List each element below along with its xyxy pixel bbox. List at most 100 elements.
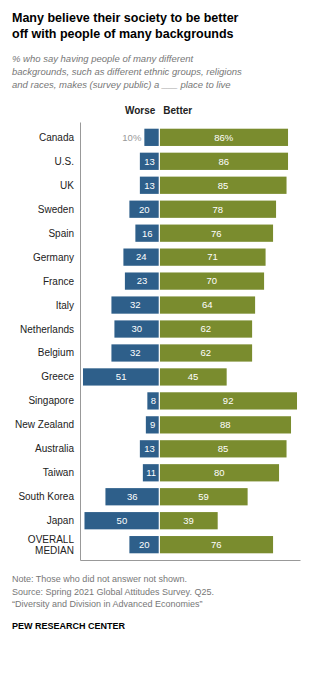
- data-label: 23: [137, 275, 148, 286]
- bar: [159, 129, 288, 146]
- text-line: off with people of many backgrounds: [12, 27, 234, 41]
- bar: [125, 272, 159, 289]
- chart: Many believe their society to be better o…: [0, 0, 310, 674]
- data-label: 62: [200, 323, 211, 334]
- bar: [84, 512, 159, 529]
- tick-label: U.S.: [55, 156, 74, 167]
- text-line: Italy: [56, 300, 74, 311]
- bar: [143, 464, 159, 481]
- bar: [159, 344, 252, 361]
- data-label: 50: [117, 515, 128, 526]
- data-label: 13: [144, 156, 155, 167]
- tick-label: OVERALLMEDIAN: [28, 534, 75, 556]
- text-line: Many believe their society to be better: [12, 11, 239, 25]
- data-label: 85: [218, 443, 229, 454]
- bar: [144, 129, 159, 146]
- tick: Netherlands: [20, 324, 74, 335]
- tick: Japan: [47, 515, 74, 526]
- tick: Australia: [35, 443, 74, 454]
- data-label: 70: [206, 275, 217, 286]
- text-line: Japan: [47, 515, 74, 526]
- subtitle: % who say having people of many differen…: [12, 53, 242, 90]
- data-label: 71: [207, 251, 218, 262]
- tick-label: Italy: [56, 300, 74, 311]
- tick-label: Canada: [39, 132, 74, 143]
- tick-label: Belgium: [38, 347, 74, 358]
- tick-label: South Korea: [18, 491, 74, 502]
- tick: Italy: [56, 300, 74, 311]
- text-line: backgrounds, such as different ethnic gr…: [12, 66, 242, 77]
- bar: [159, 464, 279, 481]
- source: PEW RESEARCH CENTER: [12, 621, 126, 631]
- bar: [140, 177, 159, 194]
- bar: [159, 272, 264, 289]
- tick: Singapore: [28, 395, 74, 406]
- tick: OVERALLMEDIAN: [28, 534, 75, 556]
- tick: UK: [60, 180, 74, 191]
- axis-line: [80, 123, 81, 561]
- data-label: 64: [202, 299, 213, 310]
- tick-label: Netherlands: [20, 324, 74, 335]
- data-label: 45: [188, 371, 199, 382]
- data-label: 10%: [122, 132, 142, 143]
- bar: [159, 440, 286, 457]
- note: Note: Those who did not answer not shown…: [12, 574, 214, 609]
- data-label: 80: [214, 467, 225, 478]
- tick-label: Australia: [35, 443, 74, 454]
- text-line: MEDIAN: [35, 545, 74, 556]
- text-line: Note: Those who did not answer not shown…: [12, 574, 187, 584]
- title: Many believe their society to be better o…: [12, 11, 239, 41]
- text-line: South Korea: [18, 491, 74, 502]
- bar: [147, 392, 159, 409]
- text-line: Netherlands: [20, 324, 74, 335]
- tick-label: Spain: [48, 228, 74, 239]
- bar: [123, 249, 159, 266]
- bar: [159, 488, 247, 505]
- data-label: 24: [136, 251, 147, 262]
- divider: [159, 122, 160, 560]
- bar: [159, 153, 288, 170]
- bar: [129, 201, 159, 218]
- bar: [111, 344, 159, 361]
- text-line: Germany: [33, 252, 74, 263]
- bar: [140, 440, 159, 457]
- data-label: 13: [144, 443, 155, 454]
- data-label: 30: [132, 323, 143, 334]
- data-label: 32: [130, 347, 141, 358]
- tick-label: New Zealand: [15, 419, 74, 430]
- bar: [111, 296, 159, 313]
- tick: South Korea: [18, 491, 74, 502]
- text-line: % who say having people of many differen…: [12, 53, 193, 64]
- text-line: OVERALL: [28, 534, 75, 545]
- data-label: 88: [220, 419, 231, 430]
- tick-label: UK: [60, 180, 74, 191]
- tick: U.S.: [55, 156, 74, 167]
- data-label: 39: [183, 515, 194, 526]
- data-label: 13: [144, 180, 155, 191]
- text-line: Sweden: [38, 204, 74, 215]
- tick: Taiwan: [43, 467, 74, 478]
- bar: [140, 153, 159, 170]
- data-label: 92: [223, 395, 234, 406]
- series-header: Better: [163, 105, 192, 116]
- bar: [159, 177, 286, 194]
- text-line: UK: [60, 180, 74, 191]
- text-line: France: [43, 276, 75, 287]
- text-line: Taiwan: [43, 467, 74, 478]
- data-labels: 10%1313201624233230325189131136502086%86…: [116, 132, 234, 550]
- text-line: Australia: [35, 443, 74, 454]
- tick-label: Sweden: [38, 204, 74, 215]
- data-label: 8: [151, 395, 156, 406]
- bar: [159, 201, 276, 218]
- data-label: 51: [116, 371, 127, 382]
- data-label: 76: [211, 228, 222, 239]
- tick: France: [43, 276, 75, 287]
- data-label: 85: [218, 180, 229, 191]
- y-axis: Canada U.S. UK Sweden Spain Germany France Ital…: [15, 123, 80, 561]
- text-line: “Diversity and Division in Advanced Econ…: [12, 599, 203, 609]
- text-line: U.S.: [55, 156, 74, 167]
- bar: [159, 320, 252, 337]
- data-label: 20: [139, 204, 150, 215]
- bar: [105, 488, 159, 505]
- data-label: 78: [212, 204, 223, 215]
